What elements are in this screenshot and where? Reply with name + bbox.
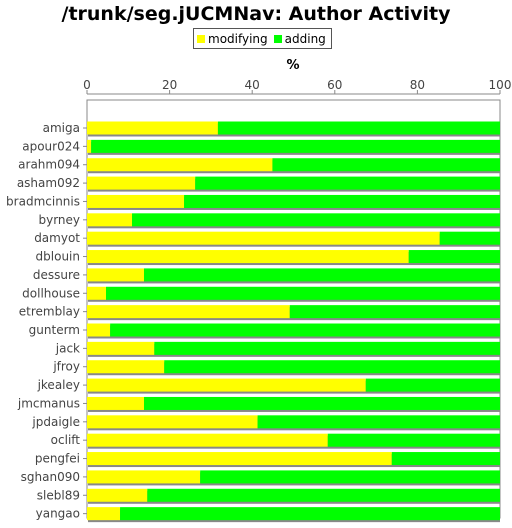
category-label: bradmcinnis <box>6 194 80 208</box>
bar-adding <box>91 139 500 153</box>
x-tick-label: 40 <box>245 78 260 92</box>
legend: modifying adding <box>193 28 332 49</box>
bar-modifying <box>87 488 148 502</box>
chart-title: /trunk/seg.jUCMNav: Author Activity <box>61 3 451 25</box>
category-label: jack <box>55 341 80 355</box>
bar-adding <box>289 305 500 319</box>
bar-adding <box>217 121 500 135</box>
bar-adding <box>154 341 500 355</box>
legend-label-adding: adding <box>284 31 326 46</box>
category-label: jmcmanus <box>17 396 80 410</box>
category-label: dessure <box>33 268 80 282</box>
category-label: apour024 <box>22 139 80 153</box>
category-label: yangao <box>36 507 80 521</box>
bar-adding <box>143 396 500 410</box>
bar-modifying <box>87 250 409 264</box>
bar-modifying <box>87 268 144 282</box>
bar-modifying <box>87 176 196 190</box>
bar-modifying <box>87 194 185 208</box>
category-label: oclift <box>51 433 81 447</box>
bar-adding <box>147 488 500 502</box>
bar-adding <box>164 360 500 374</box>
bar-adding <box>105 286 501 300</box>
category-label: pengfei <box>35 452 80 466</box>
bar-modifying <box>87 433 328 447</box>
x-tick-label: 0 <box>83 78 91 92</box>
bar-modifying <box>87 323 111 337</box>
category-label: etremblay <box>19 305 80 319</box>
bar-adding <box>110 323 501 337</box>
bar-modifying <box>87 158 273 172</box>
bar-adding <box>200 470 501 484</box>
bar-adding <box>439 231 500 245</box>
category-label: jkealey <box>37 378 80 392</box>
bar-modifying <box>87 213 133 227</box>
bar-modifying <box>87 470 201 484</box>
bar-modifying <box>87 139 92 153</box>
bar-adding <box>257 415 500 429</box>
category-label: byrney <box>38 213 80 227</box>
bar-adding <box>132 213 500 227</box>
bar-modifying <box>87 286 106 300</box>
category-label: dblouin <box>36 250 80 264</box>
legend-item-adding: adding <box>273 31 326 46</box>
bar-modifying <box>87 452 392 466</box>
category-label: jpdaigle <box>31 415 80 429</box>
legend-label-modifying: modifying <box>208 31 268 46</box>
bar-adding <box>184 194 500 208</box>
x-tick-label: 80 <box>410 78 425 92</box>
bar-adding <box>272 158 500 172</box>
category-label: damyot <box>34 231 80 245</box>
bar-modifying <box>87 378 366 392</box>
bar-modifying <box>87 341 155 355</box>
bar-modifying <box>87 415 258 429</box>
bar-modifying <box>87 305 290 319</box>
bar-modifying <box>87 360 165 374</box>
legend-swatch-modifying <box>197 34 205 43</box>
bar-adding <box>143 268 500 282</box>
bar-modifying <box>87 231 440 245</box>
bar-adding <box>195 176 500 190</box>
x-tick-label: 20 <box>162 78 177 92</box>
legend-swatch-adding <box>273 34 282 43</box>
bar-adding <box>391 452 500 466</box>
bar-adding <box>327 433 500 447</box>
category-label: arahm094 <box>18 158 80 172</box>
bar-modifying <box>87 121 218 135</box>
bar-modifying <box>87 507 121 521</box>
bar-adding <box>365 378 500 392</box>
category-label: dollhouse <box>22 286 80 300</box>
x-tick-label: 100 <box>489 78 512 92</box>
bar-adding <box>120 507 500 521</box>
category-label: asham092 <box>17 176 80 190</box>
category-label: jfroy <box>52 360 80 374</box>
category-label: sghan090 <box>21 470 80 484</box>
category-label: amiga <box>43 121 80 135</box>
category-label: gunterm <box>29 323 80 337</box>
x-tick-label: 60 <box>327 78 342 92</box>
legend-item-modifying: modifying <box>197 32 268 46</box>
bar-adding <box>408 250 500 264</box>
category-label: slebl89 <box>37 488 80 502</box>
bar-modifying <box>87 396 144 410</box>
x-axis-label: % <box>286 58 300 73</box>
